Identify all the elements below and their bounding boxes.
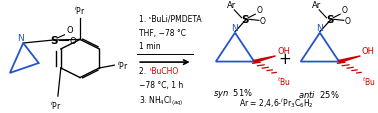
Text: N: N <box>17 34 24 43</box>
Text: O: O <box>66 26 73 35</box>
Text: O: O <box>70 37 76 46</box>
Text: $^i$Pr: $^i$Pr <box>117 59 129 72</box>
Text: −78 °C, 1 h: −78 °C, 1 h <box>139 80 183 89</box>
Text: O: O <box>260 17 266 26</box>
Polygon shape <box>254 56 276 63</box>
Text: 1 min: 1 min <box>139 42 161 51</box>
Text: N: N <box>316 24 323 32</box>
Text: N: N <box>232 24 239 32</box>
Text: +: + <box>279 52 291 66</box>
Text: OH: OH <box>277 47 290 56</box>
Text: $^i$Pr: $^i$Pr <box>50 98 62 111</box>
Text: $^t$Bu: $^t$Bu <box>362 75 376 88</box>
Text: S: S <box>327 15 334 25</box>
Text: THF, −78 °C: THF, −78 °C <box>139 28 186 37</box>
Polygon shape <box>339 56 361 63</box>
Text: S: S <box>242 15 249 25</box>
Text: Ar: Ar <box>227 1 236 10</box>
Text: $\mathit{syn}$  51%: $\mathit{syn}$ 51% <box>213 86 253 99</box>
Text: O: O <box>345 17 351 26</box>
Text: Ar = 2,4,6-$^i$Pr$_3$C$_6$H$_2$: Ar = 2,4,6-$^i$Pr$_3$C$_6$H$_2$ <box>239 95 314 109</box>
Text: ᵗBuCHO: ᵗBuCHO <box>149 67 179 75</box>
Text: S: S <box>50 36 58 46</box>
Text: $\mathit{anti}$  25%: $\mathit{anti}$ 25% <box>298 88 339 99</box>
Text: $^t$Bu: $^t$Bu <box>277 75 291 88</box>
Text: $^i$Pr: $^i$Pr <box>74 4 86 16</box>
Text: 3. NH$_4$Cl$_{(aq)}$: 3. NH$_4$Cl$_{(aq)}$ <box>139 94 184 107</box>
Text: OH: OH <box>362 47 375 56</box>
Text: 1. ˢBuLi/PMDETA: 1. ˢBuLi/PMDETA <box>139 14 202 23</box>
Text: 2.: 2. <box>139 67 149 75</box>
Text: O: O <box>341 6 347 14</box>
Text: Ar: Ar <box>311 1 321 10</box>
Text: O: O <box>256 6 262 14</box>
